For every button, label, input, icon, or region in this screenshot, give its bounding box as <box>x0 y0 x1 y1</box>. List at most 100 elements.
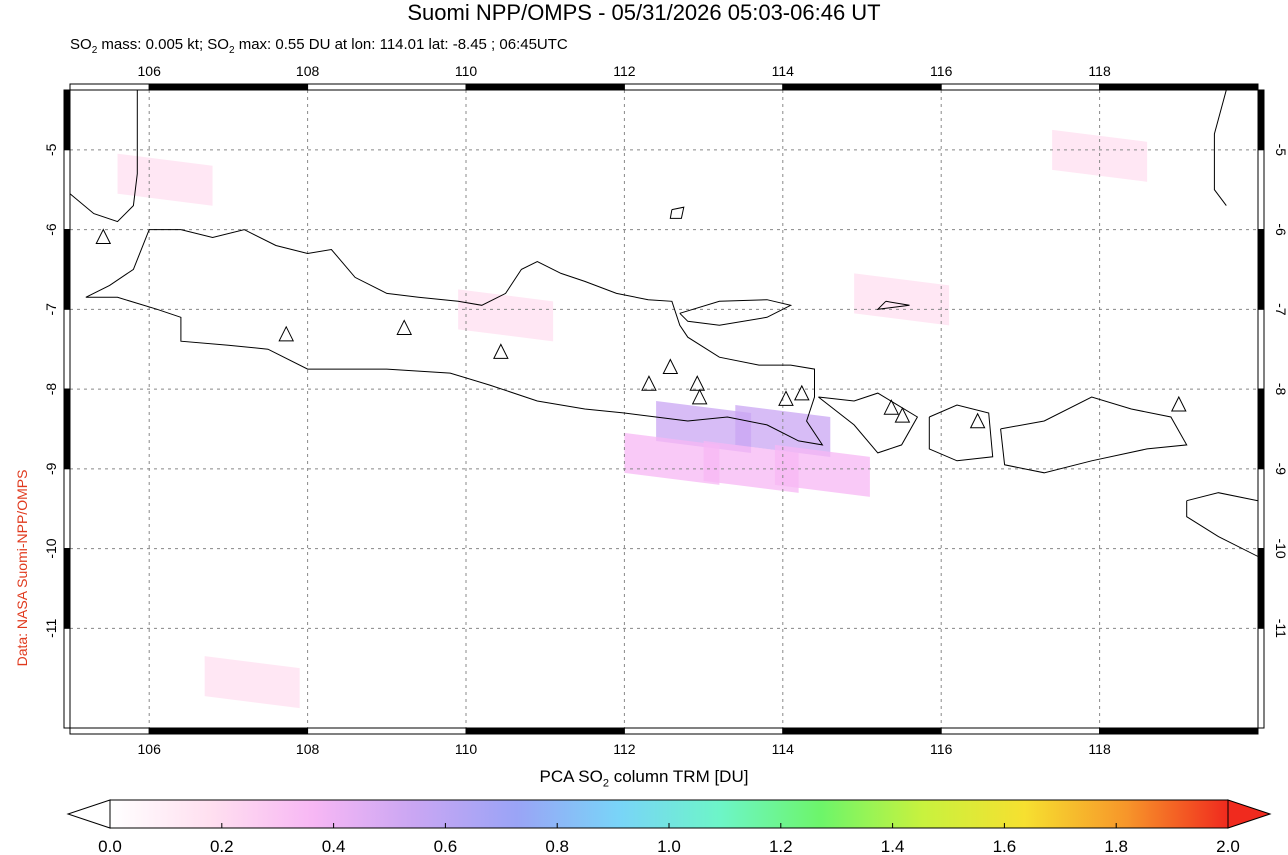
so2-cell <box>854 273 950 326</box>
volcano-marker <box>689 375 706 391</box>
lat-tick-label-right: -7 <box>1273 303 1288 316</box>
frame-segment-right <box>1257 89 1265 151</box>
volcano-marker <box>95 228 112 245</box>
lat-tick-label-right: -11 <box>1273 619 1288 638</box>
volcano-marker <box>793 384 810 401</box>
coastline-java <box>85 229 824 446</box>
frame-segment-top <box>782 83 942 91</box>
frame-segment-left <box>63 548 71 629</box>
frame-segment-bottom <box>782 727 942 735</box>
lon-tick-label-bottom: 116 <box>930 741 953 757</box>
frame-segment-left <box>63 149 71 231</box>
frame-segment-right <box>1257 388 1265 470</box>
lat-tick-label-left: -10 <box>43 538 59 558</box>
lat-tick-label-left: -7 <box>43 303 59 316</box>
map-grid <box>70 90 1258 728</box>
map-border <box>69 89 1259 729</box>
lat-tick-label-left: -11 <box>43 619 59 638</box>
frame-segment-left <box>63 627 71 729</box>
frame-segment-right <box>1257 548 1265 629</box>
frame-segment-left <box>63 388 71 470</box>
lat-tick-label-left: -8 <box>43 383 59 396</box>
frame-segment-top <box>148 83 309 91</box>
lon-tick-label-bottom: 108 <box>296 741 320 757</box>
coastline-bawean <box>669 206 685 219</box>
lon-tick-label-bottom: 106 <box>138 741 162 757</box>
volcano-marker <box>396 319 413 335</box>
lat-tick-label-right: -9 <box>1273 463 1288 476</box>
lon-tick-label-top: 106 <box>138 63 162 79</box>
lon-tick-label-bottom: 114 <box>772 741 795 757</box>
frame-segment-top <box>623 83 784 91</box>
lon-tick-label-top: 118 <box>1088 63 1111 79</box>
coastline-sumba <box>1186 492 1258 558</box>
so2-cell <box>774 444 870 497</box>
lat-tick-label-right: -5 <box>1273 144 1288 157</box>
volcano-marker <box>894 407 911 423</box>
frame-segment-top <box>940 83 1101 91</box>
volcano-markers <box>95 228 1187 429</box>
subtitle-max-text: max: 0.55 DU at lon: 114.01 lat: -8.45 ;… <box>234 36 568 53</box>
so2-cell <box>735 404 831 457</box>
frame-segment-bottom <box>940 727 1101 735</box>
colorbar-title: PCA SO2 column TRM [DU] <box>0 767 1288 789</box>
coastline-lombok <box>928 404 994 462</box>
page-title: Suomi NPP/OMPS - 05/31/2026 05:03-06:46 … <box>407 0 881 25</box>
lon-tick-label-top: 110 <box>455 63 478 79</box>
lon-tick-label-bottom: 118 <box>1088 741 1111 757</box>
subtitle: SO2 mass: 0.005 kt; SO2 max: 0.55 DU at … <box>70 36 568 60</box>
coastline-madura <box>679 299 793 326</box>
lat-tick-label-left: -9 <box>43 462 59 475</box>
lon-tick-label-bottom: 110 <box>455 741 478 757</box>
volcano-marker <box>493 343 509 359</box>
so2-cell <box>117 153 213 206</box>
colorbar-title-post: column TRM [DU] <box>608 767 749 786</box>
volcano-marker <box>278 325 295 342</box>
frame-segment-bottom <box>1099 727 1259 735</box>
lat-tick-label-left: -6 <box>43 223 59 236</box>
lat-tick-label-left: -5 <box>43 143 59 156</box>
frame-segment-right <box>1257 308 1265 390</box>
frame-segment-top <box>69 83 150 91</box>
coastline-sulawesi <box>1213 90 1227 206</box>
lon-tick-label-top: 108 <box>296 63 320 79</box>
frame-segment-right <box>1257 468 1265 550</box>
subtitle-so2-sub-2: 2 <box>228 45 235 56</box>
frame-segment-top <box>307 83 467 91</box>
volcano-marker <box>883 399 900 415</box>
subtitle-so2-label: SO <box>70 36 92 53</box>
lat-tick-label-right: -10 <box>1273 538 1288 558</box>
frame-segment-left <box>63 229 71 310</box>
lat-tick-label-right: -8 <box>1273 383 1288 396</box>
coastline-sumatra <box>70 90 138 223</box>
subtitle-so2-sub: 2 <box>91 45 98 56</box>
frame-segment-left <box>63 89 71 151</box>
volcano-marker <box>691 388 708 405</box>
volcano-marker <box>641 375 657 391</box>
coastline-sumbawa <box>1000 396 1188 474</box>
so2-cells <box>117 129 1148 709</box>
frame-segment-left <box>63 308 71 390</box>
volcano-marker <box>969 412 986 429</box>
colorbar-title-pre: PCA SO <box>539 767 603 786</box>
frame-segment-bottom <box>148 727 309 735</box>
frame-segment-right <box>1257 229 1265 310</box>
coastlines <box>70 90 1258 558</box>
frame-segment-bottom <box>465 727 625 735</box>
coastline-kangean <box>876 300 910 310</box>
lat-tick-label-right: -6 <box>1273 223 1288 236</box>
so2-cell <box>703 440 799 493</box>
tick-labels: 106 106 108 108 110 110 112 112 114 114 116 116 118 1… <box>43 63 1288 757</box>
frame-segment-bottom <box>307 727 467 735</box>
volcano-marker <box>778 390 794 406</box>
lon-tick-label-top: 114 <box>772 63 795 79</box>
so2-cell <box>204 656 300 709</box>
frame-segment-top <box>465 83 625 91</box>
subtitle-mass-text: mass: 0.005 kt; SO <box>97 36 229 53</box>
lon-tick-label-top: 116 <box>930 63 953 79</box>
so2-cell <box>458 289 554 342</box>
frame-segment-left <box>63 468 71 550</box>
coastline-bali <box>818 392 919 454</box>
frame-segment-bottom <box>623 727 784 735</box>
